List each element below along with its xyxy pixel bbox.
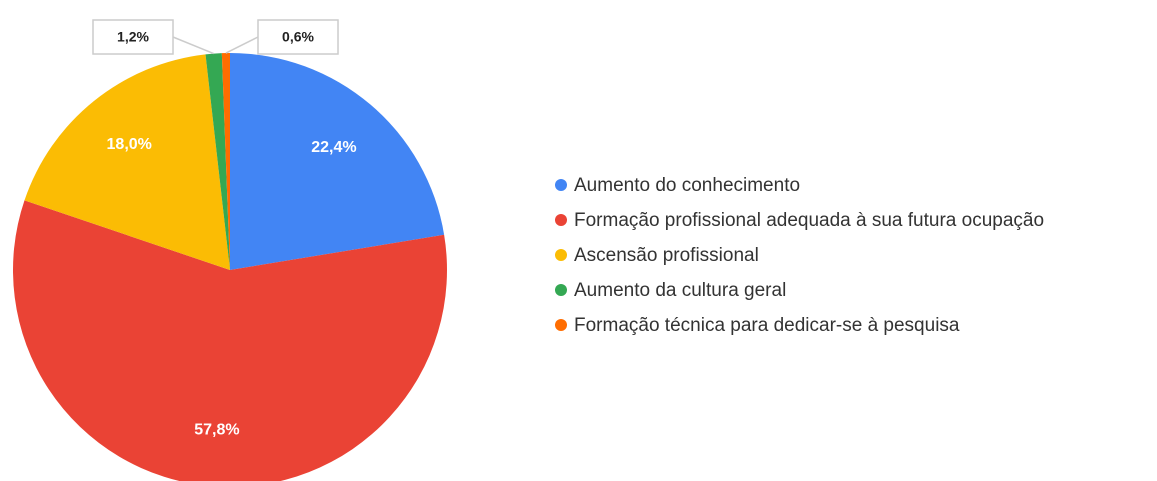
legend-label: Ascensão profissional: [574, 245, 759, 266]
pie-slice: [230, 53, 445, 270]
value-label: 0,6%: [282, 29, 314, 45]
legend-marker: [555, 284, 567, 296]
legend-marker: [555, 249, 567, 261]
value-label: 1,2%: [117, 29, 149, 45]
legend-label: Aumento da cultura geral: [574, 280, 786, 301]
pie-slice: [205, 53, 230, 270]
leader-line: [172, 36, 214, 55]
label-box: [257, 19, 339, 55]
legend-marker: [555, 179, 567, 191]
legend-marker: [555, 214, 567, 226]
legend-label: Formação profissional adequada à sua fut…: [574, 210, 1044, 231]
legend-label: Aumento do conhecimento: [574, 175, 800, 196]
pie-slice: [13, 200, 447, 481]
value-label: 22,4%: [311, 139, 356, 156]
legend-label: Formação técnica para dedicar-se à pesqu…: [574, 315, 960, 336]
value-label: 18,0%: [107, 136, 152, 153]
pie-slice: [221, 53, 230, 270]
value-label: 57,8%: [194, 421, 239, 438]
label-box: [92, 19, 174, 55]
leader-line: [225, 36, 259, 54]
legend-marker: [555, 319, 567, 331]
pie-slice: [24, 54, 230, 270]
